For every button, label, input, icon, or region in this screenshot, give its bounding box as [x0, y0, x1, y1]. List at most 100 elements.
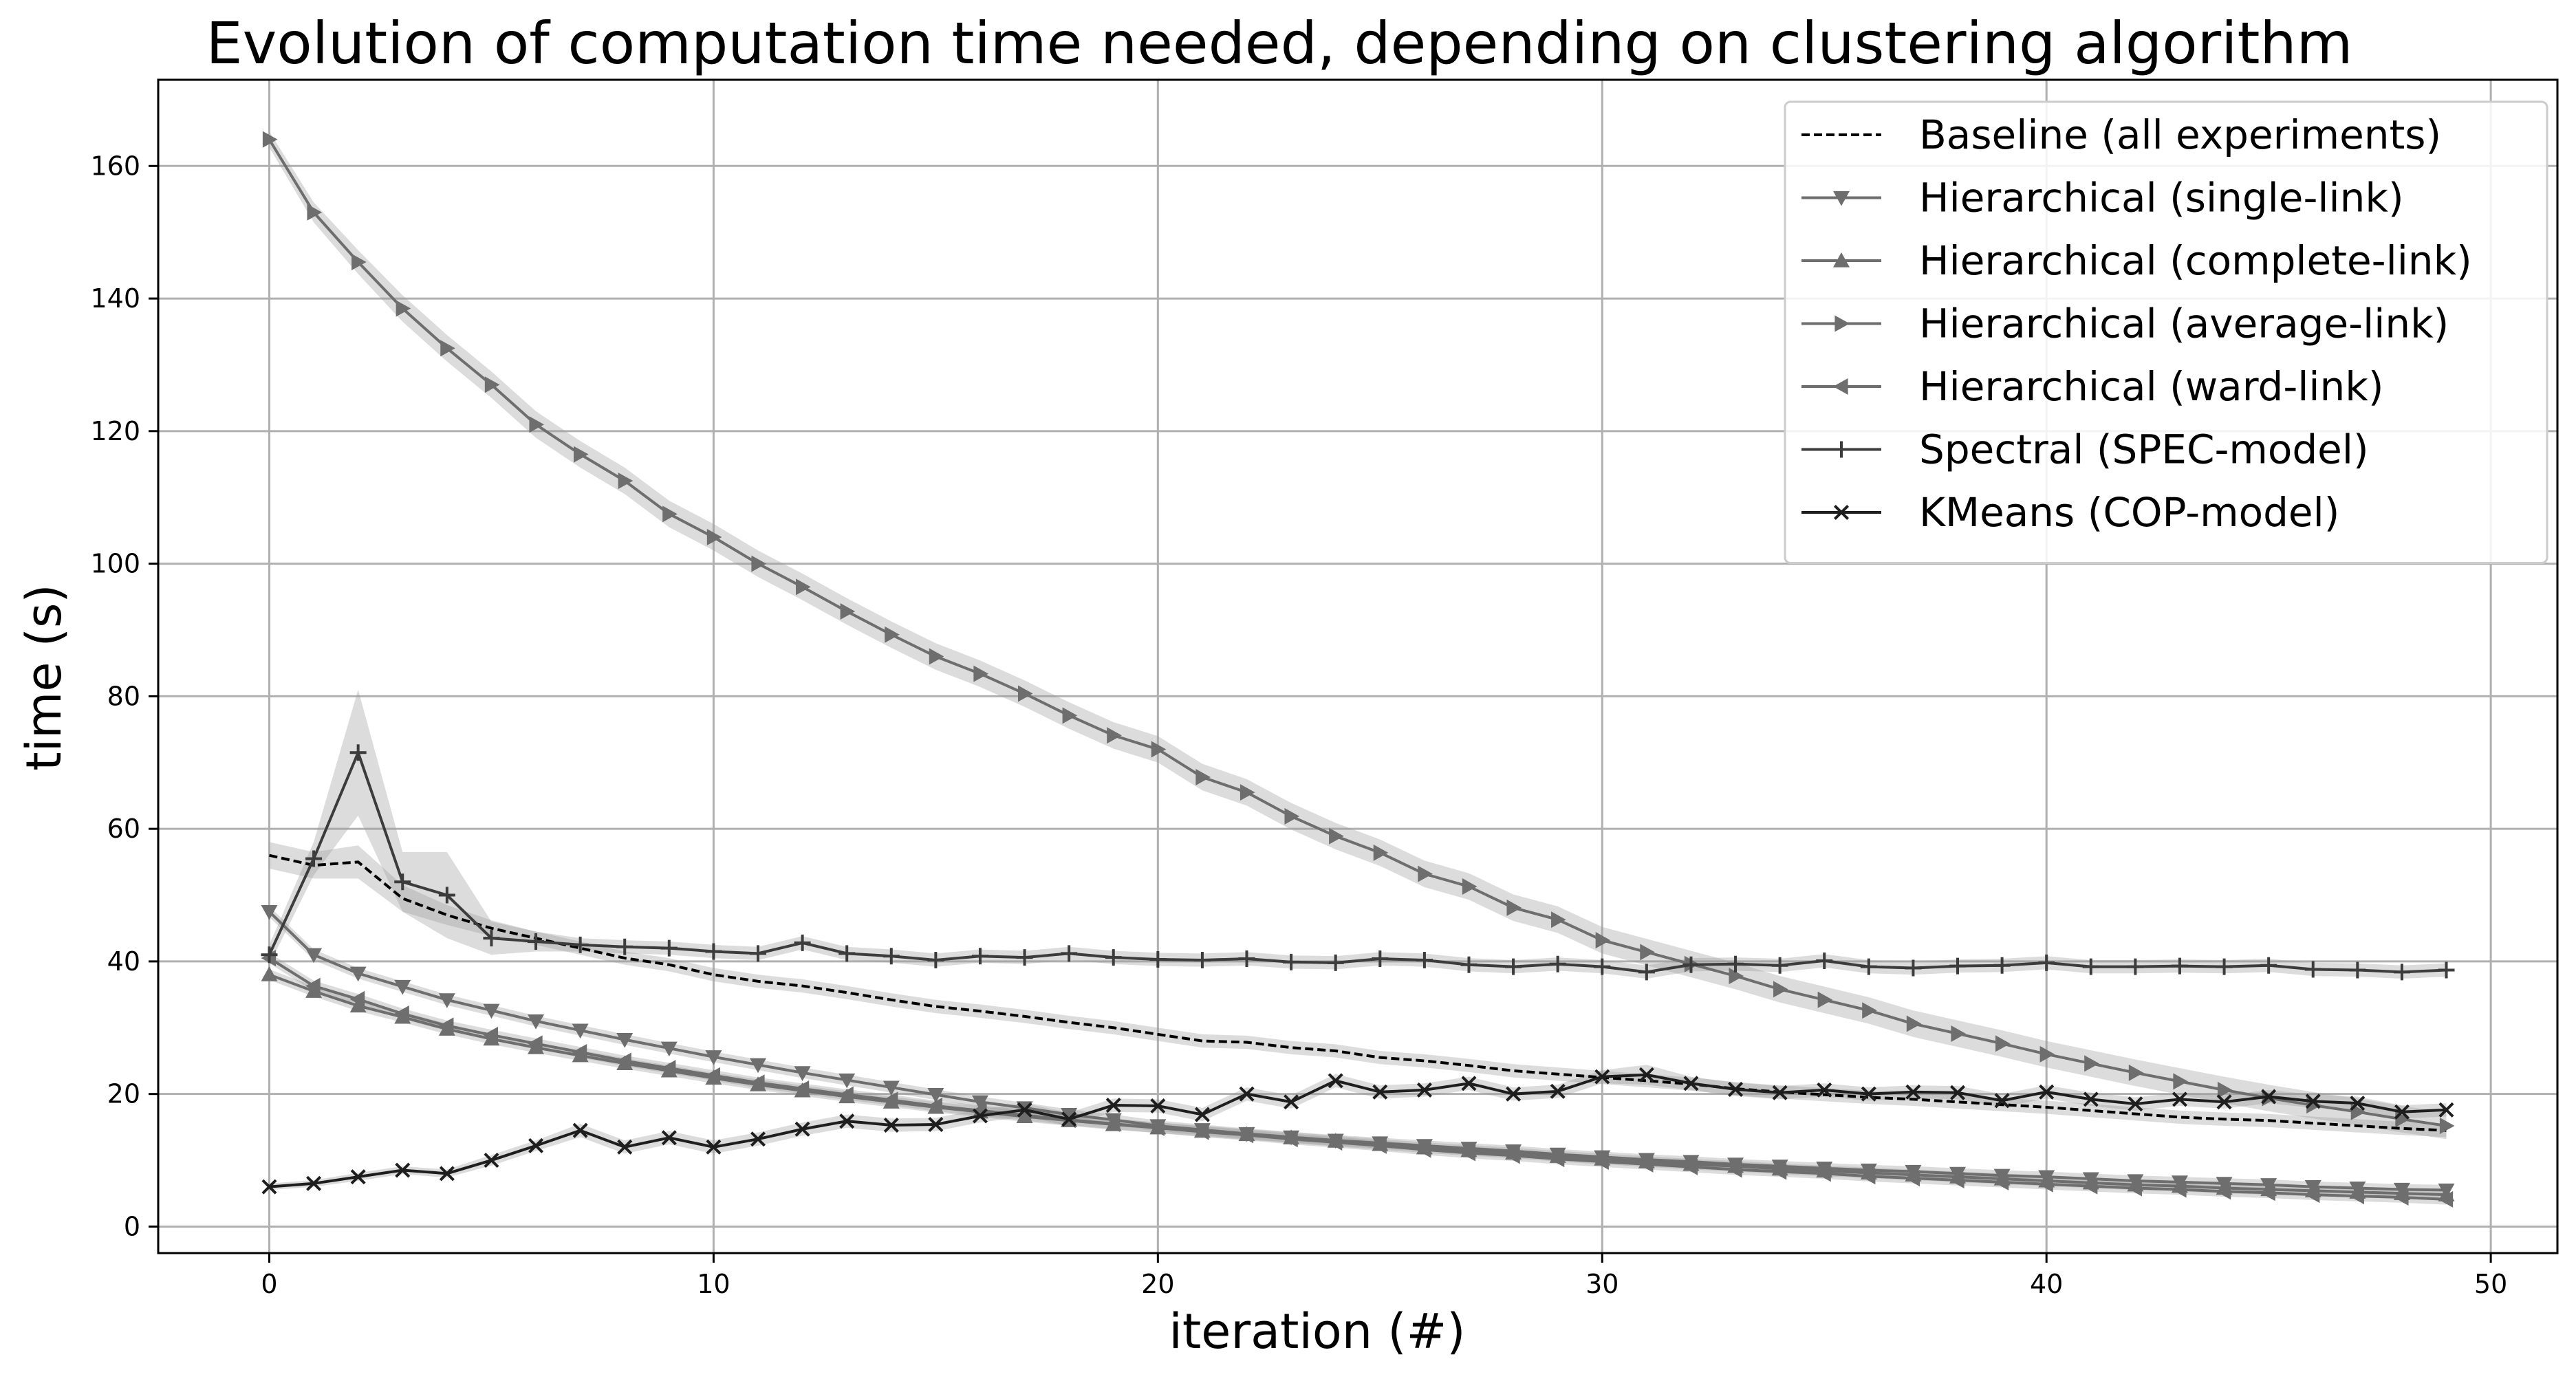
data-point	[1551, 911, 1566, 928]
data-point	[1149, 1119, 1165, 1136]
data-point	[1373, 844, 1389, 861]
data-point	[1861, 1086, 1876, 1102]
data-point	[351, 254, 367, 271]
data-point	[1550, 1083, 1566, 1099]
y-tick-label: 160	[90, 151, 140, 181]
data-point	[1327, 1134, 1343, 1151]
data-point	[438, 887, 455, 904]
data-point	[261, 946, 278, 964]
data-point	[1506, 899, 1522, 916]
data-point	[616, 1033, 634, 1048]
data-point	[2260, 957, 2277, 974]
data-point	[1995, 1035, 2011, 1052]
data-point	[572, 1122, 588, 1138]
data-point	[528, 933, 545, 950]
series-line	[269, 1073, 2447, 1188]
data-point	[572, 1043, 587, 1061]
data-point	[261, 966, 278, 981]
data-point	[438, 993, 455, 1008]
data-point	[2349, 961, 2366, 979]
legend-label: Spectral (SPEC-model)	[1919, 426, 2369, 473]
data-point	[305, 850, 323, 867]
plot-area: 0 10 20 30 40 50 0 20 40 60 80 100 120 140 160	[90, 78, 2559, 1299]
data-point	[1683, 1076, 1699, 1091]
data-point	[2394, 1104, 2410, 1120]
data-point	[2305, 1094, 2321, 1109]
data-point	[705, 1067, 721, 1084]
data-point	[2439, 1117, 2455, 1134]
data-point	[2393, 964, 2410, 981]
data-point	[1772, 1085, 1788, 1100]
series-line	[268, 138, 2447, 1127]
legend-marker	[1833, 191, 1850, 206]
data-point	[484, 376, 500, 393]
legend-box	[1784, 100, 2548, 564]
confidence-band-6	[269, 1065, 2447, 1190]
data-point	[2171, 957, 2188, 975]
data-point	[928, 1116, 944, 1133]
data-point	[483, 1003, 500, 1019]
data-point	[705, 943, 722, 960]
legend-item-2: Hierarchical (complete-link)	[1801, 237, 2472, 284]
data-point	[1017, 1102, 1032, 1118]
data-point	[305, 977, 321, 994]
data-point	[1949, 1085, 1966, 1100]
legend-label: Hierarchical (complete-link)	[1919, 237, 2472, 284]
data-point	[306, 1175, 322, 1191]
data-point	[1460, 1144, 1476, 1162]
data-point	[262, 131, 278, 148]
data-point	[2261, 1089, 2277, 1105]
data-point	[1328, 1073, 1343, 1089]
data-point	[1816, 1165, 1831, 1182]
legend-label: Hierarchical (ward-link)	[1919, 363, 2384, 410]
confidence-band-5	[269, 689, 2447, 979]
data-point	[1283, 1131, 1298, 1148]
data-point	[483, 1026, 499, 1043]
data-point	[883, 1080, 900, 1096]
data-point	[483, 930, 500, 947]
data-point	[1284, 807, 1300, 825]
legend-marker	[1834, 315, 1850, 332]
data-point	[660, 939, 678, 957]
data-point	[1416, 1141, 1431, 1158]
data-point	[1105, 1098, 1121, 1113]
x-axis-label: iteration (#)	[1169, 1303, 1465, 1360]
data-point	[2216, 1094, 2232, 1110]
legend-item-0: Baseline (all experiments)	[1801, 111, 2441, 158]
axes-frame	[157, 78, 2559, 1254]
data-point	[396, 300, 411, 317]
data-point	[1149, 951, 1167, 968]
data-point	[394, 873, 411, 891]
data-point	[1905, 959, 1922, 977]
data-point	[838, 1073, 856, 1089]
data-point	[349, 997, 367, 1013]
data-point	[661, 1130, 677, 1146]
y-tick-label: 0	[124, 1211, 140, 1241]
data-point	[929, 648, 944, 665]
data-point	[528, 1138, 544, 1153]
data-point	[1327, 954, 1344, 971]
legend-label: Baseline (all experiments)	[1919, 111, 2441, 158]
data-point	[574, 446, 589, 463]
data-point	[349, 990, 365, 1008]
data-point	[2216, 1183, 2231, 1200]
data-point	[927, 951, 944, 968]
data-point	[618, 472, 634, 490]
data-point	[1239, 1086, 1255, 1102]
data-point	[1993, 957, 2011, 974]
legend-label: Hierarchical (average-link)	[1919, 301, 2449, 347]
data-point	[838, 945, 856, 962]
data-layer	[261, 131, 2455, 1208]
data-point	[1595, 932, 1611, 949]
data-point	[2172, 1091, 2187, 1107]
data-point	[349, 744, 367, 761]
data-point	[1640, 944, 1655, 961]
data-point	[572, 1023, 589, 1039]
data-point	[1862, 1002, 1877, 1019]
data-point	[751, 555, 766, 572]
series-3	[262, 131, 2455, 1134]
data-point	[1284, 1094, 1299, 1110]
data-point	[1949, 957, 1966, 975]
data-point	[794, 1066, 811, 1081]
